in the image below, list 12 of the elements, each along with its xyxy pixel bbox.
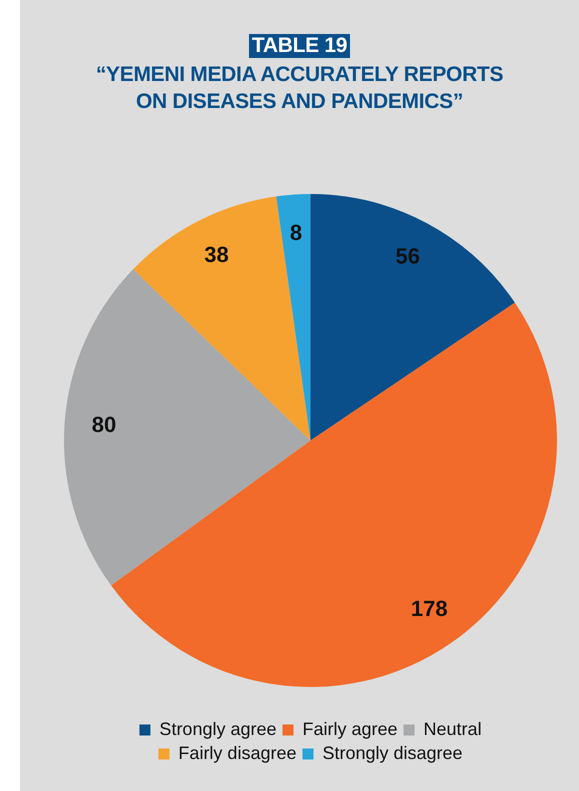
legend-label: Fairly agree: [302, 718, 398, 739]
legend-label: Strongly disagree: [322, 742, 463, 763]
data-label: 178: [410, 596, 448, 622]
legend-label: Neutral: [424, 718, 482, 739]
legend-label: Strongly agree: [159, 718, 277, 739]
data-label: 38: [204, 242, 229, 268]
legend-label: Fairly disagree: [178, 742, 296, 763]
data-label: 8: [290, 220, 302, 246]
data-label: 80: [92, 412, 116, 438]
chart-subtitle: “YEMENI MEDIA ACCURATELY REPORTS ON DISEASES AND PANDEMICS”: [94, 62, 504, 115]
chart-title: TABLE 19: [248, 34, 350, 58]
data-label: 56: [395, 244, 420, 269]
